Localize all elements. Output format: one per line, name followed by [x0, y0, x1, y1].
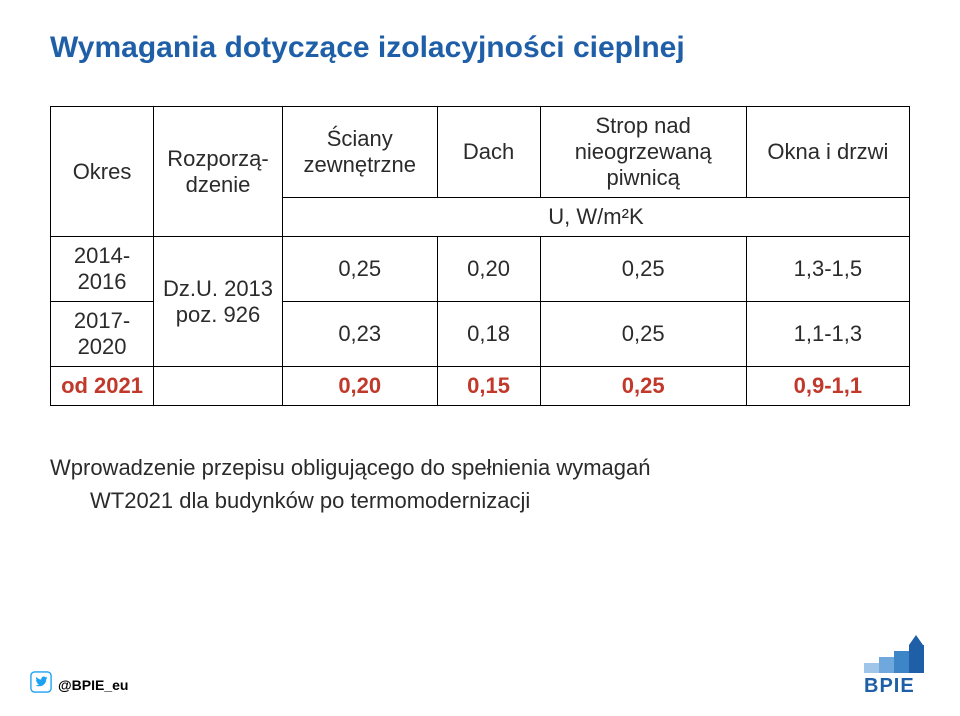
cell-value: 0,18 — [437, 302, 540, 367]
cell-value: 0,25 — [540, 367, 746, 406]
col-header: Okres — [51, 107, 154, 237]
page-title: Wymagania dotyczące izolacyjności ciepln… — [50, 30, 910, 66]
cell-value: 0,25 — [540, 237, 746, 302]
table-row: 2014-2016Dz.U. 2013 poz. 9260,250,200,25… — [51, 237, 910, 302]
col-header: Ściany zewnętrzne — [282, 107, 437, 198]
cell-regulation — [154, 367, 283, 406]
cell-period: od 2021 — [51, 367, 154, 406]
cell-value: 0,15 — [437, 367, 540, 406]
logo-bar — [909, 645, 924, 673]
cell-value: 0,25 — [540, 302, 746, 367]
footer: @BPIE_eu BPIE — [0, 645, 960, 698]
col-header: Strop nad nieogrzewaną piwnicą — [540, 107, 746, 198]
uvalue-table-wrap: OkresRozporzą-dzenieŚciany zewnętrzneDac… — [50, 106, 910, 406]
bpie-logo: BPIE — [864, 645, 924, 698]
cell-value: 0,25 — [282, 237, 437, 302]
logo-text: BPIE — [864, 675, 915, 698]
logo-bar — [864, 663, 879, 673]
cell-period: 2017-2020 — [51, 302, 154, 367]
cell-period: 2014-2016 — [51, 237, 154, 302]
cell-value: 0,20 — [282, 367, 437, 406]
cell-value: 0,9-1,1 — [746, 367, 909, 406]
note-block: Wprowadzenie przepisu obligującego do sp… — [50, 451, 910, 517]
col-header: Dach — [437, 107, 540, 198]
cell-value: 1,1-1,3 — [746, 302, 909, 367]
logo-bar — [894, 651, 909, 673]
table-row: od 2021 0,200,150,250,9-1,1 — [51, 367, 910, 406]
cell-value: 0,20 — [437, 237, 540, 302]
twitter-icon — [30, 671, 52, 698]
twitter-block: @BPIE_eu — [30, 671, 128, 698]
note-line-1: Wprowadzenie przepisu obligującego do sp… — [50, 451, 910, 484]
col-header: Rozporzą-dzenie — [154, 107, 283, 237]
logo-bar — [879, 657, 894, 673]
unit-header: U, W/m²K — [282, 198, 909, 237]
twitter-handle: @BPIE_eu — [58, 677, 128, 693]
logo-bars — [864, 645, 924, 673]
note-line-2: WT2021 dla budynków po termomodernizacji — [50, 484, 910, 517]
cell-regulation: Dz.U. 2013 poz. 926 — [154, 237, 283, 367]
cell-value: 1,3-1,5 — [746, 237, 909, 302]
col-header: Okna i drzwi — [746, 107, 909, 198]
logo-roof — [909, 635, 923, 645]
cell-value: 0,23 — [282, 302, 437, 367]
uvalue-table: OkresRozporzą-dzenieŚciany zewnętrzneDac… — [50, 106, 910, 406]
